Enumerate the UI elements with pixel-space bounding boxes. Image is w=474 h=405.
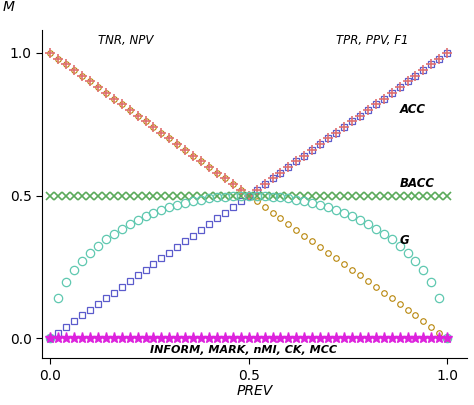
Text: ACC: ACC	[400, 102, 426, 116]
Text: TPR, PPV, F1: TPR, PPV, F1	[336, 34, 409, 47]
Text: G: G	[400, 234, 409, 247]
Text: TNR, NPV: TNR, NPV	[98, 34, 153, 47]
Y-axis label: M: M	[2, 0, 14, 14]
Text: INFORM, MARK, nMI, CK, MCC: INFORM, MARK, nMI, CK, MCC	[149, 345, 337, 356]
Text: BACC: BACC	[400, 177, 435, 190]
X-axis label: PREV: PREV	[237, 384, 273, 398]
